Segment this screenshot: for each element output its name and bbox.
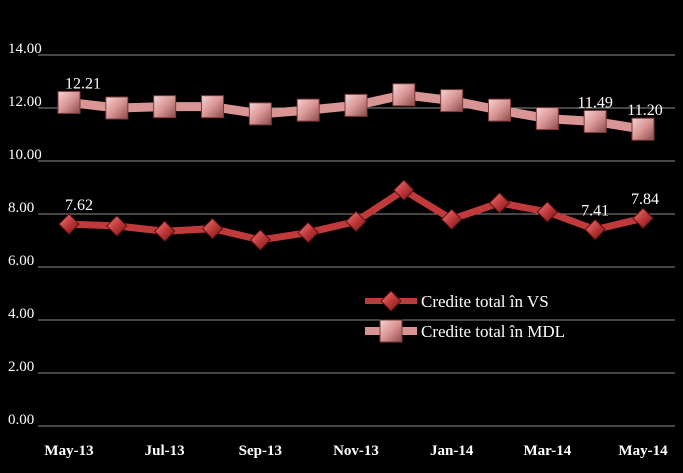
y-tick-label: 2.00 (8, 359, 34, 375)
x-tick-label: Jan-14 (430, 443, 474, 459)
data-point (536, 201, 559, 223)
y-tick-label: 12.00 (8, 94, 42, 110)
data-point (296, 98, 320, 122)
data-point (488, 98, 511, 122)
data-point (632, 207, 654, 229)
data-point (344, 93, 368, 117)
x-tick-label: Mar-14 (523, 443, 571, 459)
data-point (201, 95, 224, 119)
y-tick-label: 6.00 (8, 253, 34, 269)
data-label: 11.20 (627, 102, 662, 119)
y-tick-label: 8.00 (8, 200, 34, 216)
y-axis-ticks: 0.00 2.00 4.00 6.00 8.00 10.00 12.00 14.00 (8, 41, 42, 428)
x-tick-label: Sep-13 (239, 443, 282, 459)
data-point (584, 218, 606, 241)
data-point (297, 221, 319, 244)
data-point (631, 117, 655, 141)
legend-swatch-marker (379, 319, 403, 343)
data-point (153, 220, 176, 242)
legend-swatch-marker (380, 290, 402, 312)
x-tick-label: Jul-13 (145, 443, 185, 459)
data-point (345, 210, 367, 233)
data-point (57, 90, 81, 114)
x-tick-label: Nov-13 (333, 443, 379, 459)
legend: Credite total în VS Credite total în MDL (365, 290, 565, 343)
data-point (392, 83, 416, 107)
data-label: 7.84 (631, 191, 659, 208)
x-tick-label: May-13 (44, 443, 93, 459)
series-group (57, 83, 655, 251)
data-point (153, 95, 177, 119)
y-tick-label: 0.00 (8, 412, 34, 428)
y-tick-label: 10.00 (8, 147, 42, 163)
data-point (201, 217, 224, 240)
data-labels: 7.62 7.41 7.84 12.21 11.49 11.20 (65, 75, 663, 219)
x-tick-label: May-14 (618, 443, 668, 459)
series-mdl (57, 83, 655, 141)
data-point (440, 89, 464, 113)
data-point (393, 179, 415, 201)
data-point (106, 215, 128, 237)
data-point (583, 110, 607, 134)
data-point (488, 192, 511, 214)
data-point (58, 213, 80, 235)
data-point (440, 208, 463, 231)
data-point (105, 96, 129, 120)
data-point (248, 102, 272, 126)
data-label: 7.41 (581, 203, 609, 220)
legend-label: Credite total în MDL (421, 322, 565, 341)
y-tick-label: 4.00 (8, 306, 34, 322)
x-axis-ticks: May-13 Jul-13 Sep-13 Nov-13 Jan-14 Mar-14 May-… (44, 443, 668, 459)
legend-item: Credite total în MDL (365, 319, 565, 343)
data-label: 7.62 (65, 197, 93, 214)
legend-label: Credite total în VS (421, 292, 549, 311)
data-point (535, 107, 559, 131)
data-label: 12.21 (65, 75, 101, 92)
legend-item: Credite total în VS (365, 290, 549, 312)
data-label: 11.49 (577, 95, 612, 112)
y-tick-label: 14.00 (8, 41, 42, 57)
data-point (249, 229, 272, 251)
series-vs (58, 179, 654, 251)
